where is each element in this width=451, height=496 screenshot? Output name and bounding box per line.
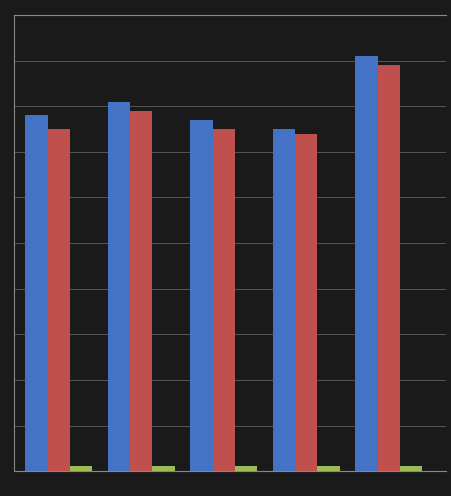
Bar bbox=[295, 133, 318, 471]
Bar bbox=[377, 65, 400, 471]
Bar bbox=[152, 466, 175, 471]
Bar bbox=[400, 466, 422, 471]
Bar bbox=[213, 129, 235, 471]
Bar bbox=[190, 120, 213, 471]
Bar bbox=[130, 111, 152, 471]
Bar bbox=[273, 129, 295, 471]
Bar bbox=[48, 129, 70, 471]
Bar bbox=[26, 115, 48, 471]
Bar bbox=[355, 56, 377, 471]
Bar bbox=[108, 102, 130, 471]
Bar bbox=[235, 466, 257, 471]
Bar bbox=[318, 466, 340, 471]
Bar bbox=[70, 466, 92, 471]
